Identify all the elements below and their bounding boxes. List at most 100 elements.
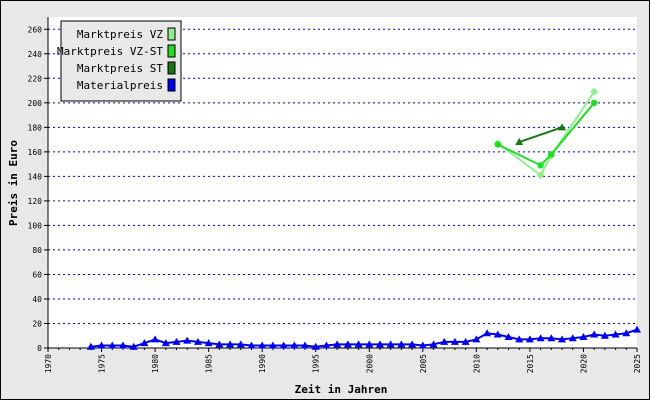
y-tick-label: 260 xyxy=(28,25,43,34)
data-point xyxy=(301,341,310,349)
data-point xyxy=(515,138,524,146)
y-tick-label: 60 xyxy=(32,270,42,279)
data-point xyxy=(558,123,567,131)
data-point xyxy=(97,341,106,349)
data-point xyxy=(236,340,245,348)
data-point xyxy=(140,339,149,347)
data-point xyxy=(215,340,224,348)
data-point xyxy=(450,337,459,345)
data-point xyxy=(365,340,374,348)
y-tick-label: 200 xyxy=(28,99,43,108)
tick-labels: 0 20 40 60 80 100 120 140 160 180 200 220 240 260 1970… xyxy=(28,25,642,373)
data-point xyxy=(515,335,524,343)
data-point xyxy=(247,341,256,349)
data-point xyxy=(268,341,277,349)
data-point xyxy=(375,340,384,348)
data-point xyxy=(183,336,192,344)
data-point xyxy=(397,340,406,348)
x-tick-label: 2000 xyxy=(365,354,374,373)
data-point xyxy=(579,332,588,340)
x-tick-label: 2005 xyxy=(419,354,428,373)
legend-swatch xyxy=(167,44,176,58)
data-point xyxy=(633,325,641,333)
data-point xyxy=(118,341,127,349)
data-point xyxy=(611,330,620,338)
data-point xyxy=(408,340,417,348)
x-tick-label: 2020 xyxy=(579,354,588,373)
legend-box xyxy=(60,20,182,102)
data-point xyxy=(226,340,235,348)
data-point xyxy=(161,339,170,347)
legend: Marktpreis VZ Marktpreis VZ-ST Marktpreis … xyxy=(57,20,182,102)
y-tick-label: 0 xyxy=(37,344,42,353)
x-tick-label: 2015 xyxy=(526,354,535,373)
data-point xyxy=(440,337,449,345)
data-point xyxy=(86,342,95,350)
data-point xyxy=(494,141,501,148)
data-point xyxy=(290,341,299,349)
data-point xyxy=(537,162,544,169)
data-point xyxy=(558,335,567,343)
series-line xyxy=(518,126,563,143)
data-point xyxy=(343,340,352,348)
series-line xyxy=(90,328,638,348)
data-point xyxy=(108,341,117,349)
data-point xyxy=(279,341,288,349)
data-point xyxy=(311,342,320,350)
legend-label: Materialpreis xyxy=(77,79,163,92)
x-tick-label: 2025 xyxy=(633,354,642,373)
data-point xyxy=(493,330,502,338)
x-tick-label: 1980 xyxy=(151,354,160,373)
y-tick-label: 220 xyxy=(28,74,43,83)
legend-swatch xyxy=(167,61,176,75)
data-point xyxy=(322,341,331,349)
series-group xyxy=(86,325,641,350)
series-line xyxy=(497,91,595,177)
y-tick-label: 20 xyxy=(32,319,42,328)
series-group xyxy=(515,123,567,146)
x-tick-label: 1990 xyxy=(258,354,267,373)
y-tick-label: 160 xyxy=(28,148,43,157)
data-point xyxy=(354,340,363,348)
data-point xyxy=(461,337,470,345)
y-tick-label: 180 xyxy=(28,123,43,132)
legend-label: Marktpreis VZ-ST xyxy=(57,45,163,58)
data-point xyxy=(504,332,513,340)
data-point xyxy=(568,334,577,342)
data-point xyxy=(472,335,481,343)
y-tick-label: 240 xyxy=(28,50,43,59)
series-group xyxy=(494,99,598,169)
legend-swatch xyxy=(167,27,176,41)
data-series xyxy=(86,87,641,350)
x-axis-label: Zeit in Jahren xyxy=(295,383,388,396)
data-point xyxy=(622,329,631,337)
data-point xyxy=(483,329,492,337)
data-point xyxy=(204,339,213,347)
legend-swatch xyxy=(167,78,176,92)
x-tick-label: 1975 xyxy=(98,354,107,373)
x-tick-label: 1995 xyxy=(312,354,321,373)
axes xyxy=(44,17,638,352)
data-point xyxy=(600,331,609,339)
y-tick-label: 40 xyxy=(32,295,42,304)
series-line xyxy=(497,102,595,167)
y-tick-label: 140 xyxy=(28,172,43,181)
data-point xyxy=(429,340,438,348)
data-point xyxy=(333,340,342,348)
data-point xyxy=(536,334,545,342)
data-point xyxy=(590,87,599,96)
x-tick-label: 1985 xyxy=(205,354,214,373)
legend-label: Marktpreis ST xyxy=(77,62,163,75)
data-point xyxy=(590,99,598,107)
data-point xyxy=(193,337,202,345)
data-point xyxy=(536,171,545,180)
data-point xyxy=(258,341,267,349)
data-point xyxy=(129,342,138,350)
data-point xyxy=(547,334,556,342)
y-axis-label: Preis in Euro xyxy=(7,140,20,226)
data-point xyxy=(548,151,555,158)
y-tick-label: 80 xyxy=(32,246,42,255)
data-point xyxy=(151,335,160,343)
